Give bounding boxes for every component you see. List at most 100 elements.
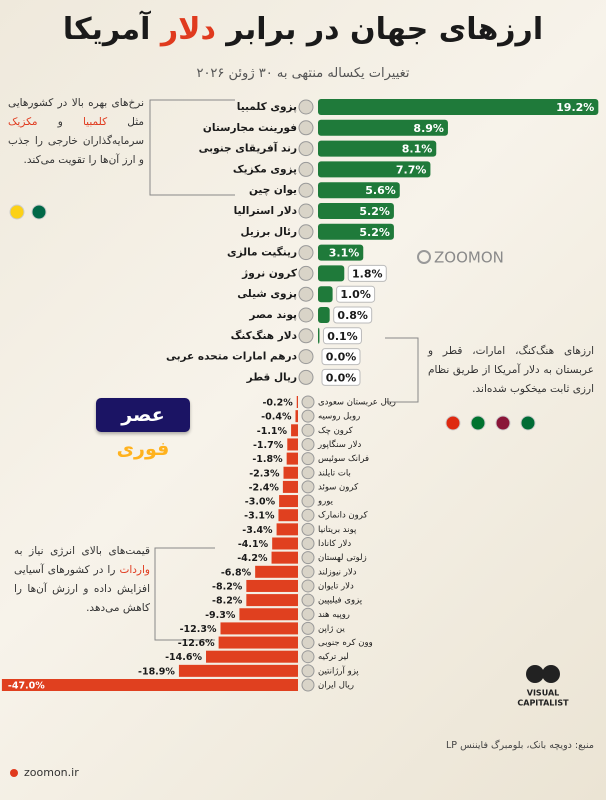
flag-icon: [31, 204, 47, 220]
annotation-text: مکزیک: [8, 116, 38, 128]
flag: [301, 437, 315, 451]
annotation: ارزهای هنگ‌کنگ، امارات، قطر و عربستان به…: [428, 342, 594, 399]
flag: [301, 664, 315, 678]
value-label: -9.3%: [205, 610, 236, 621]
label-box: [336, 285, 376, 303]
bar: [271, 551, 298, 564]
category-label: کرون دانمارک: [318, 511, 368, 521]
value-label: -8.2%: [212, 596, 243, 607]
category-label: ین ژاپن: [318, 624, 345, 634]
flag: [301, 565, 315, 579]
logo-text: CAPITALIST: [517, 699, 569, 708]
flag: [298, 349, 314, 365]
annotation-text: قیمت‌های بالای انرژی نیاز به: [14, 545, 150, 557]
category-label: پزوی کلمبیا: [237, 101, 297, 113]
flag-icon: [520, 415, 536, 431]
category-label: درهم امارات متحده عربی: [166, 351, 298, 363]
annotation-text: نرخ‌های بهره بالا در کشورهایی مثل: [8, 97, 144, 128]
bar: [318, 286, 333, 303]
watermark-icon: [417, 250, 431, 264]
bar: [296, 396, 298, 408]
bar: [318, 244, 364, 261]
category-label: رینگیت مالزی: [227, 246, 297, 259]
flag: [301, 522, 315, 536]
category-label: دلار هنگ‌کنگ: [231, 329, 298, 342]
logo-icon: [542, 665, 560, 683]
value-label: -2.4%: [249, 482, 280, 493]
title-part: دلار: [160, 12, 216, 47]
watermark-text: ZOOMON: [434, 249, 504, 267]
annotation-text: و: [37, 116, 83, 128]
label-box: [322, 327, 362, 345]
note-flags: [9, 204, 536, 431]
flag: [298, 265, 314, 281]
flag: [298, 328, 314, 344]
bar: [318, 265, 345, 282]
flag: [298, 307, 314, 323]
bar: [239, 608, 298, 621]
value-label: 8.1%: [402, 143, 433, 156]
flag: [301, 537, 315, 550]
value-label: 7.7%: [396, 163, 427, 176]
category-label: پزوی شیلی: [237, 288, 297, 300]
bar: [318, 327, 320, 344]
bar: [178, 664, 298, 677]
logo-text: VISUAL: [527, 689, 559, 698]
category-label: زلوتی لهستان: [318, 553, 367, 563]
annotation: نرخ‌های بهره بالا در کشورهایی مثل کلمبیا…: [8, 94, 144, 170]
value-label: 19.2%: [556, 101, 594, 114]
annotation: قیمت‌های بالای انرژی نیاز به واردات را د…: [14, 542, 150, 618]
value-label: -14.6%: [165, 652, 202, 663]
value-label: -1.8%: [252, 454, 283, 465]
flag: [301, 579, 315, 593]
category-label: پزو آرژانتین: [318, 664, 359, 676]
flag: [301, 395, 315, 409]
value-label: -3.0%: [245, 497, 276, 508]
category-label: فورینت مجارستان: [203, 122, 297, 134]
bar: [218, 636, 298, 649]
category-label: یوان چین: [249, 184, 297, 196]
flag-icon: [495, 415, 511, 431]
label-box: [321, 348, 361, 366]
brackets: [149, 99, 419, 641]
badge-text: عصر: [121, 404, 165, 426]
bar: [287, 438, 298, 451]
bar: [295, 410, 298, 423]
bar: [318, 307, 330, 323]
flag-icon: [9, 204, 25, 220]
value-label: -4.2%: [237, 553, 268, 564]
bar: [318, 99, 599, 115]
value-label: 1.8%: [352, 267, 383, 280]
category-label: دلار نیوزلند: [318, 567, 357, 577]
category-label: پوند بریتانیا: [318, 525, 357, 535]
bar: [318, 223, 394, 240]
value-label: -12.6%: [178, 638, 215, 649]
category-label: ریال عربستان سعودی: [318, 398, 396, 408]
title-part: ارزهای جهان در برابر: [226, 12, 544, 47]
footer-dot: [10, 769, 18, 777]
bar: [283, 466, 298, 479]
annotation-text: را در کشورهای آسیایی افزایش داده و ارزش …: [14, 564, 150, 614]
bracket: [149, 99, 235, 196]
category-label: کرون چک: [318, 426, 354, 436]
value-label: 0.1%: [327, 330, 358, 343]
annotation-text: سرمایه‌گذاران خارجی را جذب و ارز آن‌ها ر…: [8, 135, 144, 166]
value-label: -3.1%: [244, 511, 275, 522]
value-label: 5.2%: [359, 226, 390, 239]
badge: عصر فوری: [96, 398, 190, 460]
category-label: ریال قطر: [246, 371, 297, 383]
bar: [246, 594, 298, 607]
flag: [298, 99, 314, 115]
chart-subtitle: تغییرات یکساله منتهی به ۳۰ ژوئن ۲۰۲۶: [196, 66, 410, 81]
category-label: ریال ایران: [318, 681, 354, 691]
bar: [220, 622, 298, 635]
flag: [301, 636, 315, 650]
flag: [301, 452, 315, 466]
category-label: پوند مصر: [248, 309, 297, 321]
footer: zoomon.ir: [24, 766, 79, 779]
label-box: [321, 368, 361, 386]
category-label: کرون سوئد: [318, 482, 359, 492]
flag: [298, 161, 314, 177]
